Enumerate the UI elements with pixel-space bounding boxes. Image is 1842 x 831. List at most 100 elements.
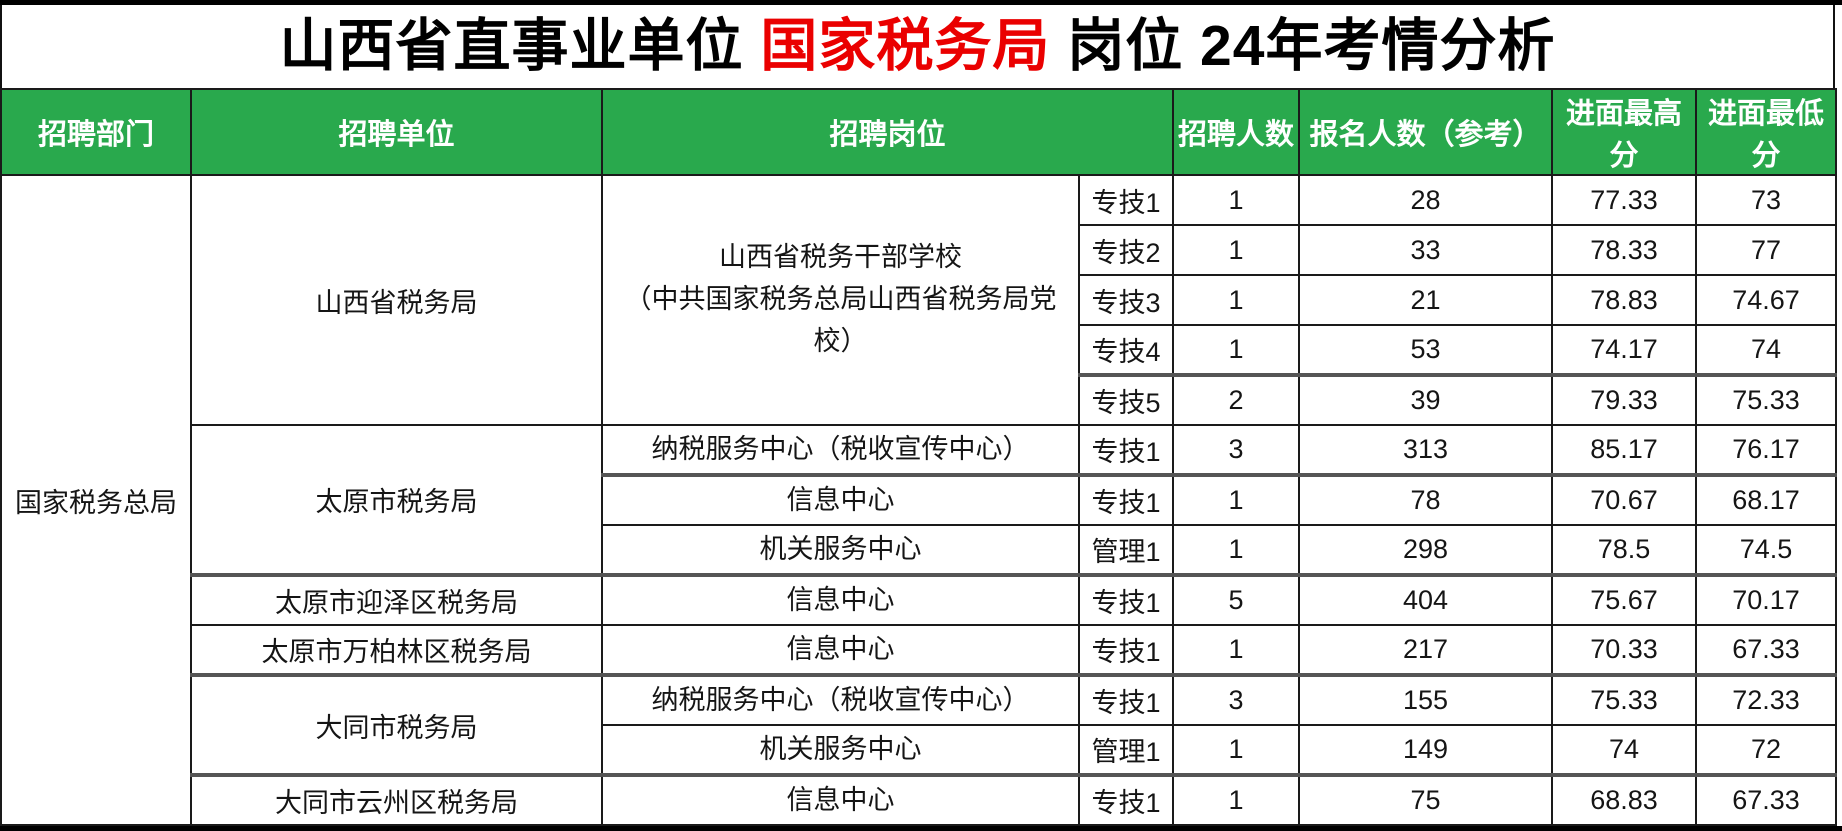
max-score-cell: 70.67 (1551, 473, 1698, 526)
min-score-cell: 76.17 (1695, 424, 1838, 476)
page-title-highlight: 国家税务局 (760, 14, 1051, 78)
hires-cell: 3 (1172, 673, 1301, 726)
unit-cell: 大同市云州区税务局 (190, 773, 603, 826)
post-code-cell: 专技1 (1077, 473, 1175, 526)
max-score-cell: 85.17 (1551, 424, 1698, 476)
hires-cell: 1 (1172, 524, 1301, 576)
post-cell: 山西省税务干部学校 （中共国家税务总局山西省税务局党校） (601, 174, 1080, 426)
max-score-cell: 70.33 (1551, 624, 1698, 676)
hires-cell: 2 (1172, 373, 1301, 426)
post-code-cell: 专技4 (1077, 324, 1175, 376)
applicants-cell: 149 (1298, 724, 1554, 776)
bottom-border-bar (0, 826, 1842, 831)
table-header-row: 招聘部门 招聘单位 招聘岗位 招聘人数 报名人数（参考） 进面最高分 进面最低分 (0, 88, 1838, 176)
post-code-cell: 专技1 (1077, 424, 1175, 476)
header-applicants: 报名人数（参考） (1298, 88, 1554, 176)
applicants-cell: 155 (1298, 673, 1554, 726)
table-row: 机关服务中心 管理1 1 298 78.5 74.5 (1, 524, 1838, 576)
applicants-cell: 28 (1298, 174, 1554, 226)
min-score-cell: 68.17 (1695, 473, 1838, 526)
min-score-cell: 75.33 (1695, 373, 1838, 426)
post-cell: 信息中心 (601, 773, 1080, 826)
post-cell: 机关服务中心 (601, 524, 1080, 576)
post-code-cell: 管理1 (1077, 524, 1175, 576)
hires-cell: 1 (1172, 174, 1301, 226)
table-row: 专技2 1 33 78.33 77 (1, 224, 1838, 276)
max-score-cell: 77.33 (1551, 174, 1698, 226)
applicants-cell: 39 (1298, 373, 1554, 426)
table-row: 大同市云州区税务局 信息中心 专技1 1 75 68.83 67.33 (1, 773, 1838, 826)
table-row: 太原市税务局 纳税服务中心（税收宣传中心） 专技1 3 313 85.17 76… (1, 424, 1838, 576)
post-code-cell: 专技2 (1077, 224, 1175, 276)
hires-cell: 1 (1172, 724, 1301, 776)
max-score-cell: 78.5 (1551, 524, 1698, 576)
post-cell: 信息中心 (601, 573, 1080, 626)
header-unit: 招聘单位 (190, 88, 603, 176)
applicants-cell: 404 (1298, 573, 1554, 626)
post-cell: 信息中心 (601, 624, 1080, 676)
table-row: 信息中心 专技1 1 78 70.67 68.17 (1, 473, 1838, 526)
post-code-cell: 专技1 (1077, 174, 1175, 226)
min-score-cell: 72.33 (1695, 673, 1838, 726)
hires-cell: 1 (1172, 274, 1301, 326)
applicants-cell: 75 (1298, 773, 1554, 826)
unit-cell: 太原市税务局 (190, 424, 603, 576)
post-code-cell: 专技1 (1077, 573, 1175, 626)
department-cell: 国家税务总局 (0, 174, 192, 826)
post-code-cell: 管理1 (1077, 724, 1175, 776)
max-score-cell: 74.17 (1551, 324, 1698, 376)
page-title-prefix: 山西省直事业单位 (279, 14, 761, 78)
unit-cell: 大同市税务局 (190, 673, 603, 776)
post-cell: 纳税服务中心（税收宣传中心） (601, 424, 1080, 476)
hires-cell: 3 (1172, 424, 1301, 476)
applicants-cell: 217 (1298, 624, 1554, 676)
min-score-cell: 72 (1695, 724, 1838, 776)
header-department: 招聘部门 (0, 88, 192, 176)
max-score-cell: 78.83 (1551, 274, 1698, 326)
table-row: 大同市税务局 纳税服务中心（税收宣传中心） 专技1 3 155 75.33 72… (1, 673, 1838, 776)
hires-cell: 1 (1172, 473, 1301, 526)
max-score-cell: 68.83 (1551, 773, 1698, 826)
applicants-cell: 78 (1298, 473, 1554, 526)
post-cell: 纳税服务中心（税收宣传中心） (601, 673, 1080, 726)
min-score-cell: 77 (1695, 224, 1838, 276)
header-min-score: 进面最低分 (1695, 88, 1838, 176)
post-code-cell: 专技5 (1077, 373, 1175, 426)
table-row: 专技4 1 53 74.17 74 (1, 324, 1838, 376)
hires-cell: 1 (1172, 773, 1301, 826)
max-score-cell: 78.33 (1551, 224, 1698, 276)
post-code-cell: 专技3 (1077, 274, 1175, 326)
table-row: 太原市迎泽区税务局 信息中心 专技1 5 404 75.67 70.17 (1, 573, 1838, 626)
post-code-cell: 专技1 (1077, 673, 1175, 726)
unit-cell: 太原市万柏林区税务局 (190, 624, 603, 676)
header-max-score: 进面最高分 (1551, 88, 1698, 176)
hires-cell: 1 (1172, 324, 1301, 376)
min-score-cell: 73 (1695, 174, 1838, 226)
min-score-cell: 74 (1695, 324, 1838, 376)
post-code-cell: 专技1 (1077, 773, 1175, 826)
top-border-bar (0, 0, 1842, 5)
page-title: 山西省直事业单位 国家税务局 岗位 24年考情分析 (0, 5, 1835, 88)
header-post: 招聘岗位 (600, 88, 1175, 176)
table-row: 专技3 1 21 78.83 74.67 (1, 274, 1838, 326)
applicants-cell: 33 (1298, 224, 1554, 276)
min-score-cell: 70.17 (1695, 573, 1838, 626)
max-score-cell: 74 (1551, 724, 1698, 776)
post-code-cell: 专技1 (1077, 624, 1175, 676)
hires-cell: 5 (1172, 573, 1301, 626)
min-score-cell: 67.33 (1695, 624, 1838, 676)
header-hires: 招聘人数 (1172, 88, 1301, 176)
table-row: 国家税务总局 山西省税务局 山西省税务干部学校 （中共国家税务总局山西省税务局党… (0, 174, 1838, 826)
applicants-cell: 21 (1298, 274, 1554, 326)
hires-cell: 1 (1172, 224, 1301, 276)
analysis-table: 招聘部门 招聘单位 招聘岗位 招聘人数 报名人数（参考） 进面最高分 进面最低分… (0, 88, 1838, 826)
post-cell: 机关服务中心 (601, 724, 1080, 776)
min-score-cell: 74.5 (1695, 524, 1838, 576)
table-row: 机关服务中心 管理1 1 149 74 72 (1, 724, 1838, 776)
post-cell: 信息中心 (601, 473, 1080, 526)
max-score-cell: 75.67 (1551, 573, 1698, 626)
min-score-cell: 67.33 (1695, 773, 1838, 826)
applicants-cell: 313 (1298, 424, 1554, 476)
hires-cell: 1 (1172, 624, 1301, 676)
max-score-cell: 75.33 (1551, 673, 1698, 726)
